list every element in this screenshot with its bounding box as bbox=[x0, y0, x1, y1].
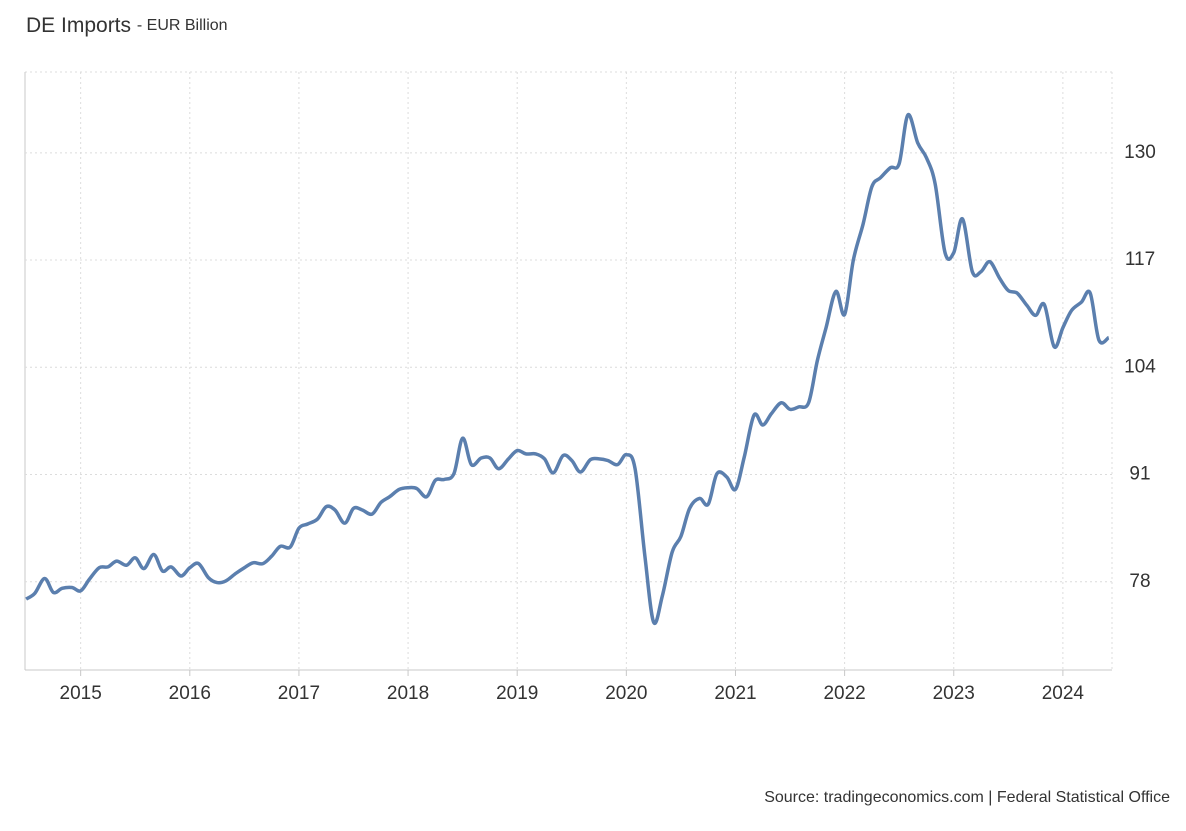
chart-title: DE Imports - EUR Billion bbox=[26, 14, 228, 37]
y-tick-label: 117 bbox=[1125, 249, 1155, 270]
x-tick-label: 2020 bbox=[605, 683, 647, 704]
x-tick-label: 2015 bbox=[60, 683, 102, 704]
x-tick-label: 2021 bbox=[714, 683, 756, 704]
line-series bbox=[25, 113, 1110, 626]
y-tick-label: 91 bbox=[1129, 464, 1150, 485]
x-tick-label: 2022 bbox=[823, 683, 865, 704]
x-tick-label: 2024 bbox=[1042, 683, 1085, 704]
y-tick-label: 104 bbox=[1124, 356, 1156, 377]
x-tick-label: 2019 bbox=[496, 683, 538, 704]
source: Source: tradingeconomics.com | Federal S… bbox=[764, 789, 1170, 806]
title: DE Imports bbox=[26, 14, 131, 37]
subtitle: - EUR Billion bbox=[137, 17, 228, 34]
x-tick-label: 2016 bbox=[169, 683, 211, 704]
x-tick-label: 2017 bbox=[278, 683, 320, 704]
y-tick-label: 78 bbox=[1129, 571, 1150, 592]
y-tick-label: 130 bbox=[1124, 142, 1156, 163]
x-tick-label: 2023 bbox=[933, 683, 975, 704]
x-tick-label: 2018 bbox=[387, 683, 429, 704]
